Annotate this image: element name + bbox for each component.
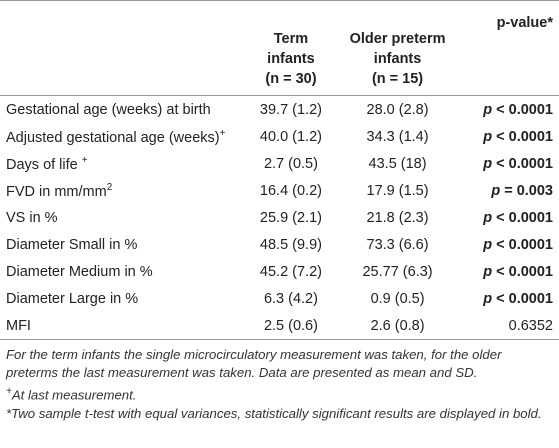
preterm-value: 28.0 (2.8) [366,101,429,118]
p-symbol: p [483,236,493,253]
p-value-cell: p < 0.0001 [461,150,559,177]
row-label: Diameter Medium in % [6,263,153,280]
row-label-sup: + [81,154,88,166]
p-symbol: p [483,263,493,280]
row-label-cell: MFI [0,312,248,340]
header-n: (n = 30) [265,71,317,87]
p-value: = 0.003 [504,182,553,199]
row-label: Gestational age (weeks) at birth [6,101,211,118]
p-symbol: p [483,209,493,226]
preterm-value: 21.8 (2.3) [366,209,429,226]
p-value-cell: p < 0.0001 [461,123,559,150]
term-value: 25.9 (2.1) [259,209,322,226]
p-symbol: p [483,155,493,172]
header-cell [0,1,248,96]
p-value: < 0.0001 [496,209,553,226]
p-value-cell: p < 0.0001 [461,231,559,258]
preterm-value: 43.5 (18) [368,155,427,172]
row-label-cell: VS in % [0,204,248,231]
table-row: VS in % 25.9 (2.1) 21.8 (2.3) p < 0.0001 [0,204,559,231]
p-symbol: p [483,290,493,307]
p-symbol: p [483,128,493,145]
term-value: 39.7 (1.2) [259,101,322,118]
row-label: Diameter Large in % [6,290,139,307]
footnote-text: For the term infants the single microcir… [6,347,502,380]
row-label-cell: Diameter Medium in % [0,258,248,285]
header-subtitle: infants [373,51,422,67]
row-label-cell: Gestational age (weeks) at birth [0,96,248,124]
table-row: Adjusted gestational age (weeks)+ 40.0 (1… [0,123,559,150]
header-cell: Term infants (n = 30) [248,1,334,96]
p-value-cell: p < 0.0001 [461,258,559,285]
row-label-cell: Adjusted gestational age (weeks)+ [0,123,248,150]
header-cell: Older preterm infants (n = 15) [334,1,461,96]
footnote: *Two sample t-test with equal variances,… [6,405,553,423]
term-value: 2.7 (0.5) [263,155,318,172]
preterm-value: 0.9 (0.5) [370,290,425,307]
row-label: Adjusted gestational age (weeks) [6,129,220,146]
preterm-value: 73.3 (6.6) [366,236,429,253]
row-label-sup: 2 [106,181,113,193]
p-value-cell: p < 0.0001 [461,204,559,231]
p-symbol: p [491,182,501,199]
p-value-cell: 0.6352 [461,312,559,340]
term-value: 6.3 (4.2) [263,290,318,307]
table-row: Diameter Large in % 6.3 (4.2) 0.9 (0.5) p <… [0,285,559,312]
p-value-cell: p < 0.0001 [461,96,559,124]
header-cell: p-value* [461,1,559,96]
footnotes: For the term infants the single microcir… [0,340,559,423]
term-value: 16.4 (0.2) [259,182,322,199]
p-symbol: p [483,101,493,118]
data-table: Term infants (n = 30) Older preterm infants (… [0,0,559,340]
header-title: p-value* [496,15,553,31]
header-subtitle: infants [267,51,315,67]
row-label: MFI [6,317,31,334]
row-label-cell: FVD in mm/mm2 [0,177,248,204]
row-label-cell: Diameter Small in % [0,231,248,258]
p-value-cell: p = 0.003 [461,177,559,204]
table-body: Gestational age (weeks) at birth 39.7 (1.… [0,96,559,340]
header-n: (n = 15) [371,71,424,87]
table-row: Gestational age (weeks) at birth 39.7 (1.… [0,96,559,124]
term-value: 40.0 (1.2) [259,128,322,145]
preterm-value: 17.9 (1.5) [366,182,429,199]
p-value: < 0.0001 [496,236,553,253]
header-row: Term infants (n = 30) Older preterm infants (… [0,0,559,96]
row-label: Diameter Small in % [6,236,138,253]
row-label-sup: + [219,127,226,139]
table-row: FVD in mm/mm2 16.4 (0.2) 17.9 (1.5) p = 0.0… [0,177,559,204]
header-title: Older preterm [349,31,446,47]
p-value-cell: p < 0.0001 [461,285,559,312]
row-label-cell: Diameter Large in % [0,285,248,312]
row-label: Days of life [6,156,82,173]
footnote-text: *Two sample t-test with equal variances,… [6,406,542,422]
footnote: For the term infants the single microcir… [6,346,553,382]
footnote-text: At last measurement. [11,387,137,403]
p-value: < 0.0001 [496,263,553,280]
term-value: 45.2 (7.2) [259,263,322,280]
preterm-value: 34.3 (1.4) [366,128,429,145]
table-row: Diameter Medium in % 45.2 (7.2) 25.77 (6.3… [0,258,559,285]
footnote: +At last measurement. [6,383,553,404]
table-row: Diameter Small in % 48.5 (9.9) 73.3 (6.6) p… [0,231,559,258]
p-value: < 0.0001 [496,101,553,118]
row-label: VS in % [6,209,58,226]
header-title: Term [273,31,309,47]
p-value: < 0.0001 [496,290,553,307]
row-label: FVD in mm/mm [6,183,107,200]
p-value: 0.6352 [508,317,553,334]
table-row: MFI 2.5 (0.6) 2.6 (0.8) 0.6352 [0,312,559,340]
page: Term infants (n = 30) Older preterm infants (… [0,0,559,423]
table-row: Days of life +2.7 (0.5) 43.5 (18) p < 0.00… [0,150,559,177]
p-value: < 0.0001 [496,128,553,145]
row-label-cell: Days of life + [0,150,248,177]
term-value: 2.5 (0.6) [263,317,318,334]
term-value: 48.5 (9.9) [259,236,322,253]
p-value: < 0.0001 [496,155,553,172]
footnote-sup: + [6,386,12,397]
preterm-value: 25.77 (6.3) [362,263,433,280]
preterm-value: 2.6 (0.8) [370,317,425,334]
